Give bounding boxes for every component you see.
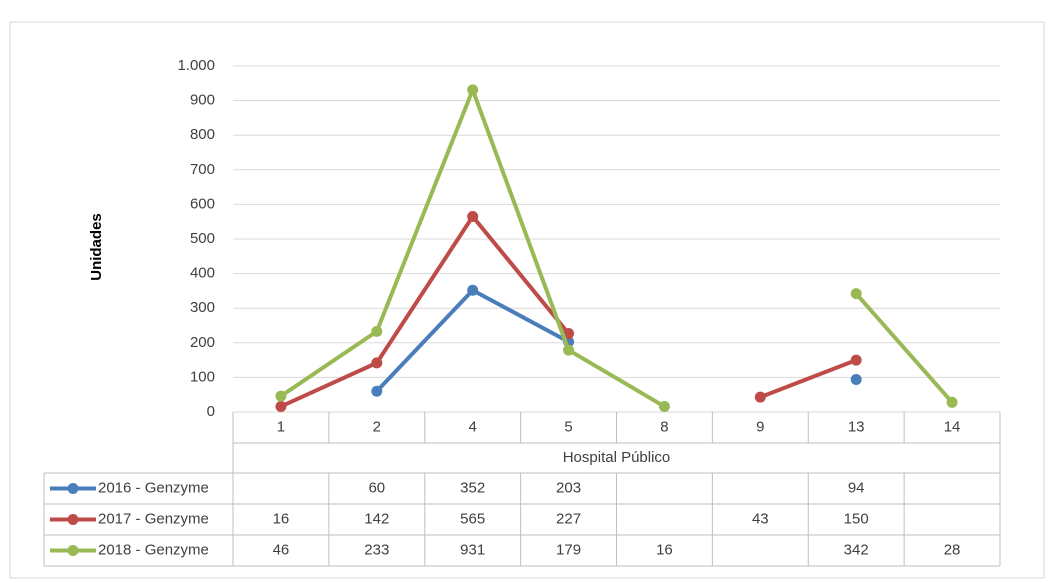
marker	[563, 344, 575, 356]
table-value: 352	[460, 479, 485, 496]
table-value: 60	[368, 479, 385, 496]
legend-marker	[67, 514, 79, 525]
table-value: 227	[556, 510, 581, 527]
table-value: 46	[273, 541, 290, 558]
marker	[946, 396, 958, 408]
series-line	[280, 214, 857, 409]
marker	[467, 211, 479, 223]
legend-label: 2017 - Genzyme	[98, 510, 209, 527]
x-tick-label: 2	[373, 418, 381, 435]
table-value: 43	[752, 510, 769, 527]
marker	[371, 325, 383, 337]
y-tick-label: 100	[190, 368, 215, 385]
table-value: 16	[656, 541, 673, 558]
table-value: 342	[844, 541, 869, 558]
y-tick-label: 600	[190, 195, 215, 212]
x-tick-label: 8	[660, 418, 668, 435]
marker	[850, 288, 862, 300]
legend-label: 2016 - Genzyme	[98, 479, 209, 496]
table-value: 94	[848, 479, 865, 496]
y-tick-label: 1.000	[177, 57, 215, 74]
y-tick-label: 900	[190, 92, 215, 109]
x-tick-label: 9	[756, 418, 764, 435]
x-tick-label: 14	[944, 418, 961, 435]
legend-label: 2018 - Genzyme	[98, 541, 209, 558]
table-value: 565	[460, 510, 485, 527]
x-tick-label: 5	[564, 418, 572, 435]
table-value: 931	[460, 541, 485, 558]
x-tick-label: 4	[469, 418, 477, 435]
table-value: 16	[273, 510, 290, 527]
y-tick-label: 200	[190, 334, 215, 351]
y-tick-label: 800	[190, 126, 215, 143]
x-tick-label: 13	[848, 418, 865, 435]
table-value: 203	[556, 479, 581, 496]
marker	[850, 354, 862, 366]
y-tick-label: 400	[190, 265, 215, 282]
marker	[467, 284, 479, 296]
table-value: 179	[556, 541, 581, 558]
chart-frame	[9, 21, 1045, 579]
y-tick-label: 0	[207, 403, 215, 420]
legend-marker	[67, 483, 79, 494]
y-axis-title: Unidades	[88, 213, 105, 281]
marker	[371, 385, 383, 397]
marker	[658, 400, 670, 412]
table-value: 150	[844, 510, 869, 527]
table-value: 28	[944, 541, 961, 558]
marker	[850, 373, 862, 385]
marker	[754, 391, 766, 403]
marker	[275, 400, 287, 412]
y-tick-label: 300	[190, 299, 215, 316]
table-value: 233	[364, 541, 389, 558]
y-tick-label: 700	[190, 161, 215, 178]
legend-marker	[67, 545, 79, 556]
marker	[275, 390, 287, 402]
marker	[371, 357, 383, 369]
marker	[467, 84, 479, 96]
x-axis-title: Hospital Público	[563, 449, 671, 466]
x-tick-label: 1	[277, 418, 285, 435]
table-value: 142	[364, 510, 389, 527]
y-tick-label: 500	[190, 230, 215, 247]
marker	[563, 327, 575, 339]
